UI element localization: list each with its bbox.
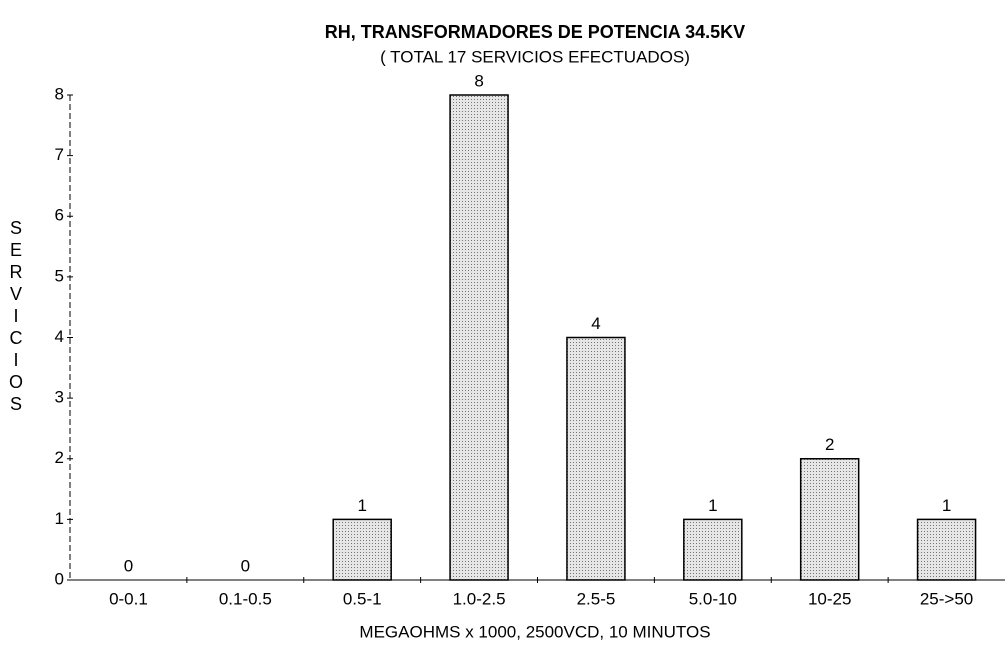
data-label: 0: [241, 556, 250, 575]
x-tick-label: 25->50: [920, 589, 973, 608]
y-tick-label: 5: [55, 266, 64, 285]
bar: [332, 518, 392, 581]
data-label: 8: [474, 71, 483, 90]
y-tick-label: 8: [55, 84, 64, 103]
y-axis-label: SERVICIOS: [6, 218, 26, 416]
bar: [683, 518, 743, 581]
bar: [566, 336, 626, 581]
x-axis-label: MEGAOHMS x 1000, 2500VCD, 10 MINUTOS: [359, 622, 710, 641]
x-tick-label: 5.0-10: [689, 589, 737, 608]
data-label: 4: [591, 314, 600, 333]
bar: [449, 94, 509, 581]
bar: [916, 518, 977, 581]
data-label: 2: [825, 435, 834, 454]
x-tick-label: 10-25: [808, 589, 851, 608]
x-tick-label: 1.0-2.5: [453, 589, 506, 608]
bar: [799, 458, 860, 581]
y-tick-label: 2: [55, 448, 64, 467]
x-tick-label: 0.1-0.5: [219, 589, 272, 608]
data-label: 1: [942, 496, 951, 515]
chart-title: RH, TRANSFORMADORES DE POTENCIA 34.5KV: [325, 22, 745, 42]
y-tick-label: 7: [55, 145, 64, 164]
y-tick-label: 0: [55, 569, 64, 588]
x-tick-label: 0-0.1: [109, 589, 148, 608]
data-label: 0: [124, 556, 133, 575]
x-tick-label: 2.5-5: [577, 589, 616, 608]
x-tick-label: 0.5-1: [343, 589, 382, 608]
chart-subtitle: ( TOTAL 17 SERVICIOS EFECTUADOS): [380, 47, 690, 66]
y-tick-label: 4: [55, 327, 64, 346]
data-label: 1: [708, 496, 717, 515]
y-tick-label: 6: [55, 206, 64, 225]
data-label: 1: [357, 496, 366, 515]
y-tick-label: 1: [55, 509, 64, 528]
y-tick-label: 3: [55, 388, 64, 407]
